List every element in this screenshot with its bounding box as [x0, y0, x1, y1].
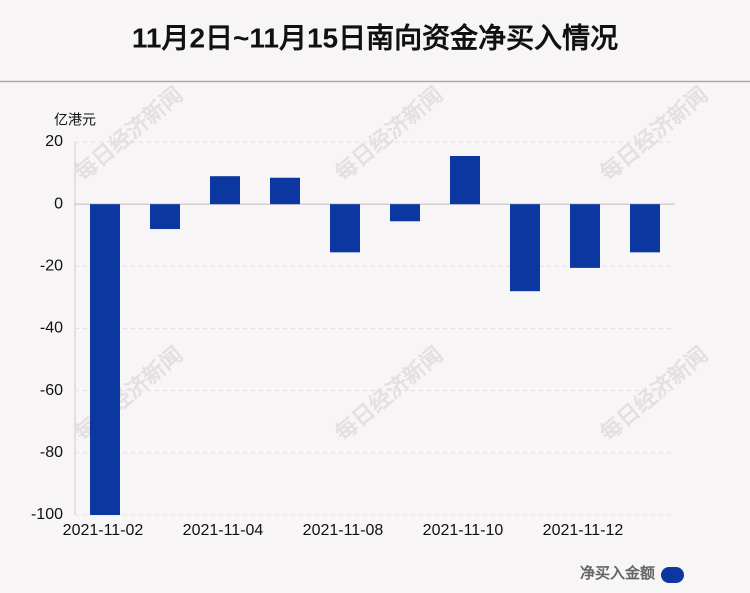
y-axis-label: 亿港元 [54, 112, 96, 128]
y-tick-label: -40 [40, 320, 63, 337]
y-tick-label: 0 [54, 195, 63, 212]
bar [90, 204, 120, 515]
y-tick-label: 20 [45, 133, 63, 150]
x-tick-label: 2021-11-10 [423, 522, 504, 539]
y-tick-label: -60 [40, 382, 63, 399]
y-tick-label: -100 [31, 506, 63, 523]
y-tick-label: -20 [40, 258, 63, 275]
bar [330, 204, 360, 253]
bar [210, 176, 240, 205]
legend-swatch [661, 567, 684, 583]
x-tick-label: 2021-11-12 [543, 522, 624, 539]
bar [570, 204, 600, 268]
chart-title: 11月2日~11月15日南向资金净买入情况 [132, 21, 618, 53]
bar [390, 204, 420, 222]
x-tick-label: 2021-11-04 [183, 522, 264, 539]
y-tick-label: -80 [40, 444, 63, 461]
bar [150, 204, 180, 230]
legend-label: 净买入金额 [580, 564, 655, 582]
x-tick-label: 2021-11-08 [303, 522, 384, 539]
x-tick-label: 2021-11-02 [63, 522, 144, 539]
bar [450, 155, 480, 205]
bar [510, 204, 540, 292]
bar [270, 177, 300, 205]
bar [630, 204, 660, 253]
